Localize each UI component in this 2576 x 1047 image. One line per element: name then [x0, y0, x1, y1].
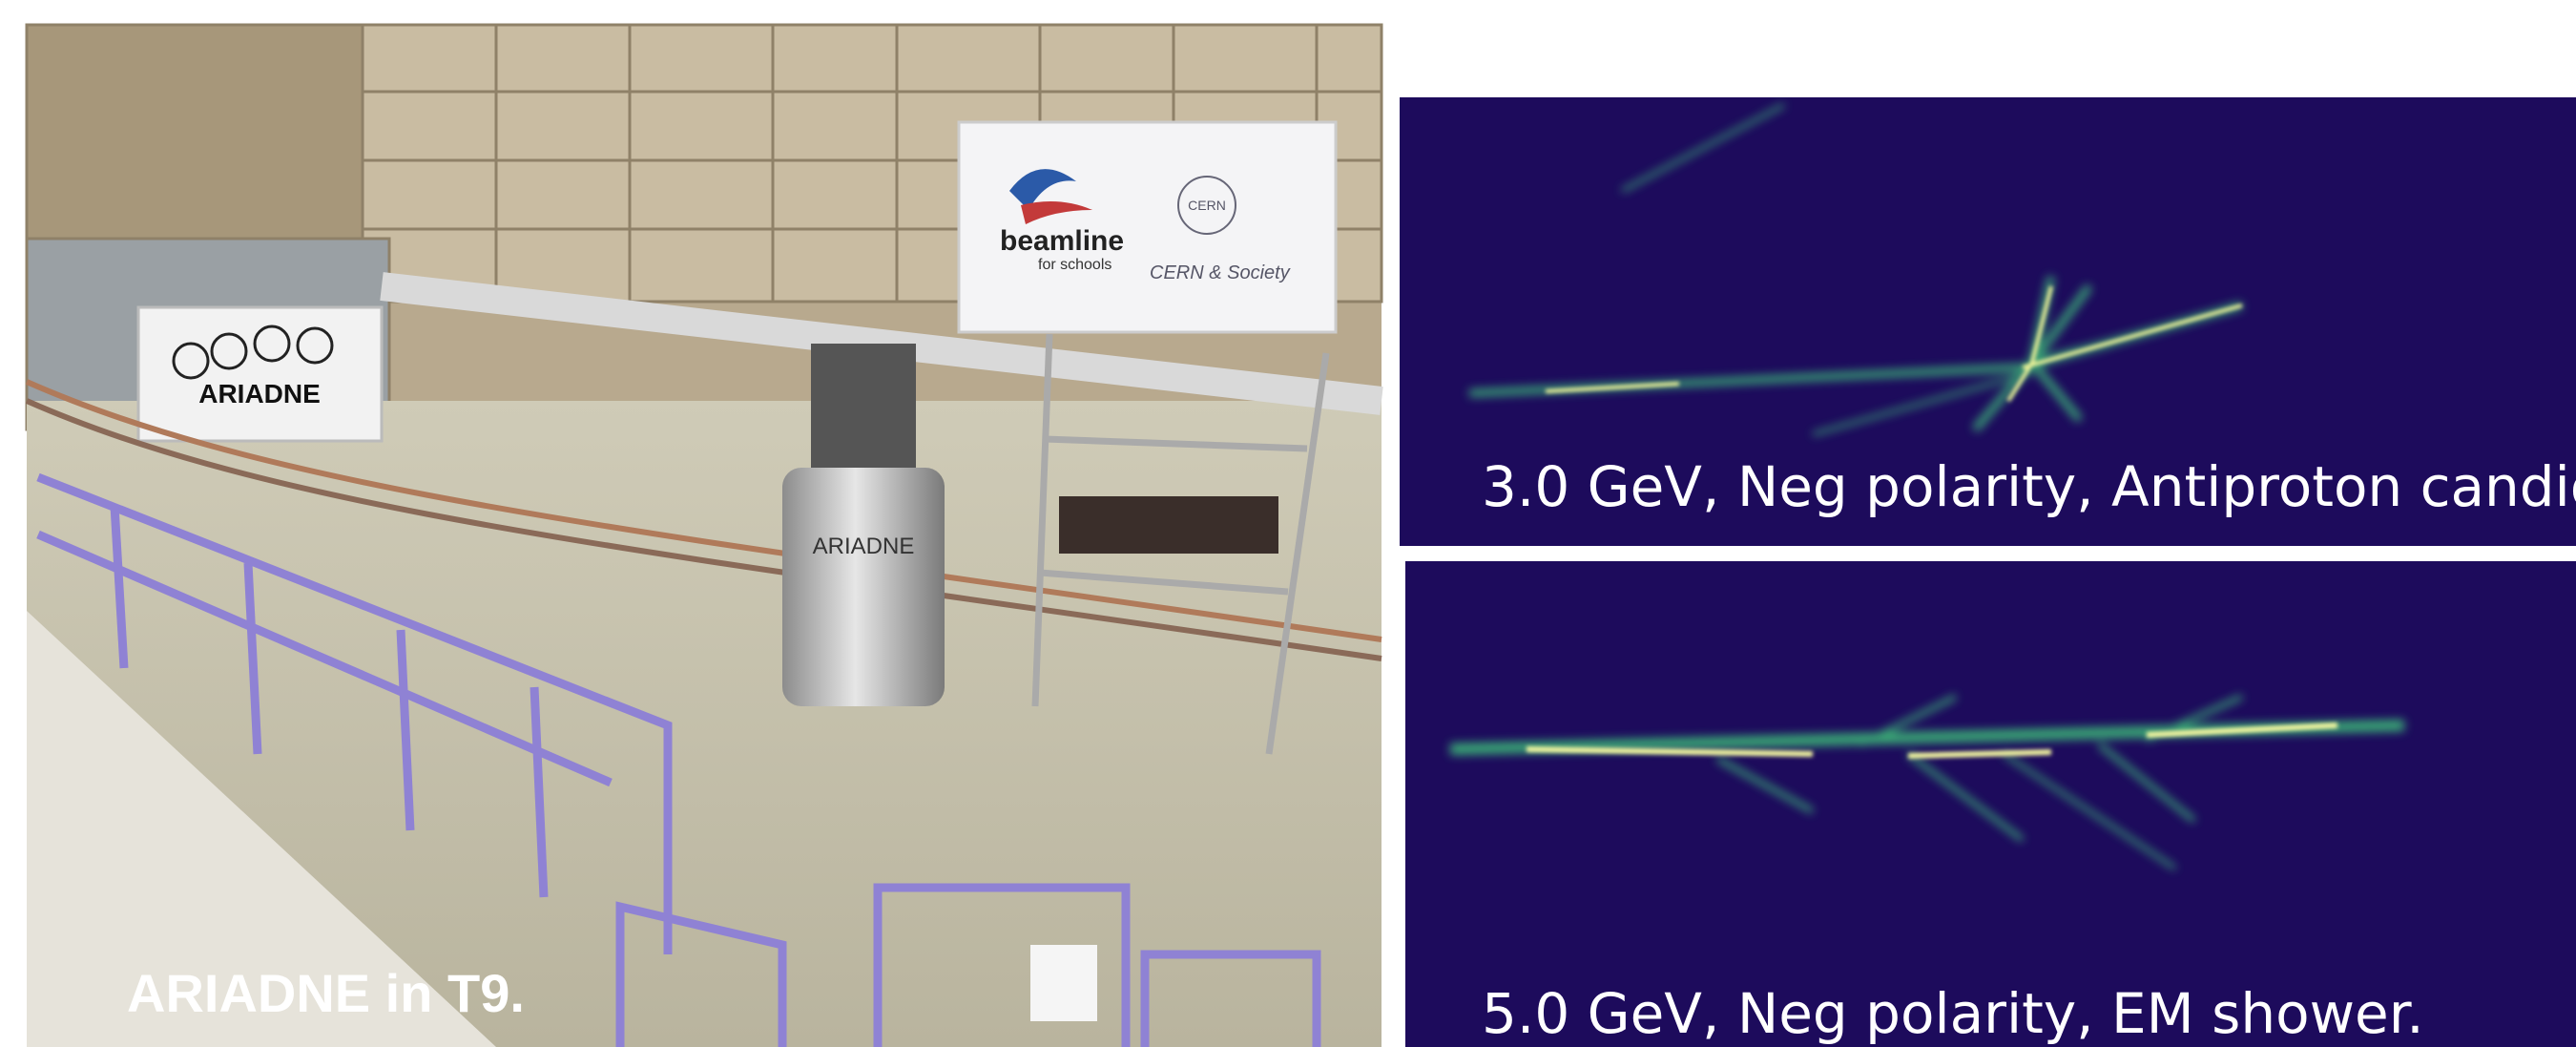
- photo-caption: ARIADNE in T9.: [127, 963, 525, 1023]
- banner-right: beamline for schools CERN CERN & Society: [959, 122, 1336, 332]
- page: beamline for schools CERN CERN & Society…: [0, 0, 2576, 1047]
- panel-caption: 3.0 GeV, Neg polarity, Antiproton candid…: [1482, 454, 2576, 519]
- track-panel: 5.0 GeV, Neg polarity, EM shower.: [1405, 561, 2576, 1047]
- panel-caption: 5.0 GeV, Neg polarity, EM shower.: [1482, 981, 2424, 1046]
- track-panel: 3.0 GeV, Neg polarity, Antiproton candid…: [1400, 97, 2576, 546]
- banner-text: ARIADNE: [198, 379, 321, 408]
- cryostat-text: ARIADNE: [813, 534, 915, 559]
- banner-text: CERN & Society: [1150, 262, 1291, 283]
- banner-text: beamline: [1000, 225, 1124, 257]
- banner-text: CERN: [1188, 198, 1226, 213]
- figure: beamline for schools CERN CERN & Society…: [0, 0, 2576, 1047]
- bucket: [1030, 945, 1097, 1021]
- banner-left: ARIADNE: [138, 307, 382, 441]
- lab-photo: beamline for schools CERN CERN & Society…: [27, 25, 1381, 1047]
- banner-text: for schools: [1038, 257, 1111, 273]
- panel-background: [1405, 561, 2576, 1047]
